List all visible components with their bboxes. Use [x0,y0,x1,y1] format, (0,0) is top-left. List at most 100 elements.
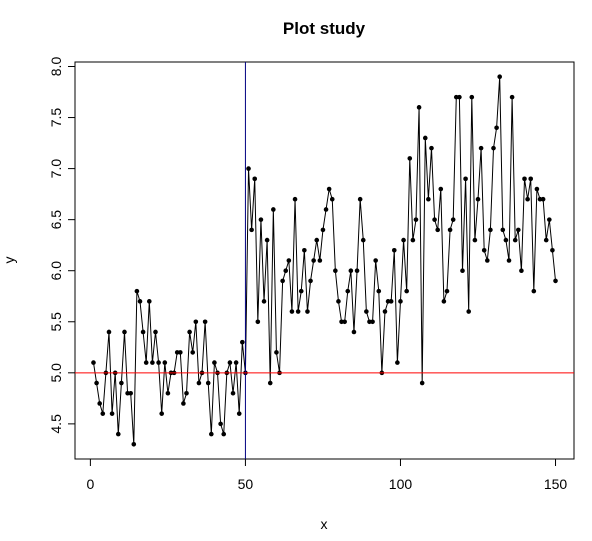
data-point [131,441,137,447]
y-axis-label: y [1,257,17,264]
data-point [233,360,239,365]
data-point [184,390,189,396]
data-point [441,299,447,304]
data-point [289,309,295,314]
data-point [422,135,428,141]
data-point [193,319,199,325]
data-point [410,237,416,243]
data-point [497,74,503,80]
data-point [426,196,431,202]
data-point [221,431,227,437]
data-point [165,390,171,396]
data-point [516,227,521,233]
data-point [463,176,468,182]
data-point [314,237,320,243]
data-point [460,268,465,274]
data-point [305,309,310,314]
data-point [115,431,121,437]
data-point [218,421,223,427]
data-point [122,329,127,335]
data-point [236,411,242,416]
y-tick-label: 7.5 [48,108,64,128]
data-point [150,360,155,365]
data-point [100,411,106,416]
data-point [202,319,208,325]
x-tick-label: 0 [86,476,94,492]
data-point [286,258,292,263]
data-point [298,288,304,294]
data-point [249,227,254,233]
data-point [329,196,335,202]
data-point [478,145,484,151]
data-point [528,176,534,182]
data-point [391,247,397,253]
data-point [457,94,462,100]
data-point [128,390,133,396]
data-point [472,237,478,243]
data-point [401,237,406,243]
data-point [336,299,341,304]
data-point [196,380,202,386]
data-point [333,268,338,274]
data-point [432,217,437,222]
data-point [382,309,388,314]
data-point [137,299,143,304]
data-point [143,360,149,365]
y-tick-label: 4.5 [48,414,64,434]
data-point [153,329,158,335]
data-point [106,329,112,335]
data-point [388,299,394,304]
data-point [140,329,146,335]
data-point [373,258,378,263]
data-point [444,288,450,294]
data-point [416,105,422,110]
data-point [209,431,214,437]
x-tick-label: 150 [544,476,568,492]
data-point [364,309,369,314]
data-point [308,278,313,284]
y-tick-label: 5.0 [48,363,64,383]
data-point [264,237,270,243]
data-point [323,207,329,212]
data-point [295,309,301,314]
data-point [271,207,276,212]
data-point [97,401,102,406]
data-point [491,145,496,151]
data-point [240,339,245,345]
data-point [512,237,518,243]
data-point [509,94,515,100]
data-point [94,380,99,386]
data-point [540,196,546,202]
data-point [91,360,96,365]
y-tick-label: 8.0 [48,57,64,77]
data-point [252,176,258,182]
data-point [178,350,183,355]
data-point [156,360,161,365]
data-point [261,299,267,304]
data-point [407,156,413,161]
data-point [109,411,115,416]
data-point [258,217,264,222]
data-point [159,411,165,416]
data-point [481,247,487,253]
data-point [283,268,289,274]
data-point [395,360,400,365]
data-point [494,125,499,131]
x-tick-label: 50 [238,476,254,492]
data-point [550,247,555,253]
data-point [212,360,217,365]
data-point [370,319,375,325]
data-point [438,186,444,192]
data-point [435,227,440,233]
data-point [354,268,360,274]
data-point [230,390,236,396]
data-point [342,319,347,325]
data-point [146,299,152,304]
data-point [357,196,363,202]
data-point [525,196,530,202]
data-point [466,309,471,314]
data-point [255,319,261,325]
y-tick-label: 7.0 [48,159,64,179]
